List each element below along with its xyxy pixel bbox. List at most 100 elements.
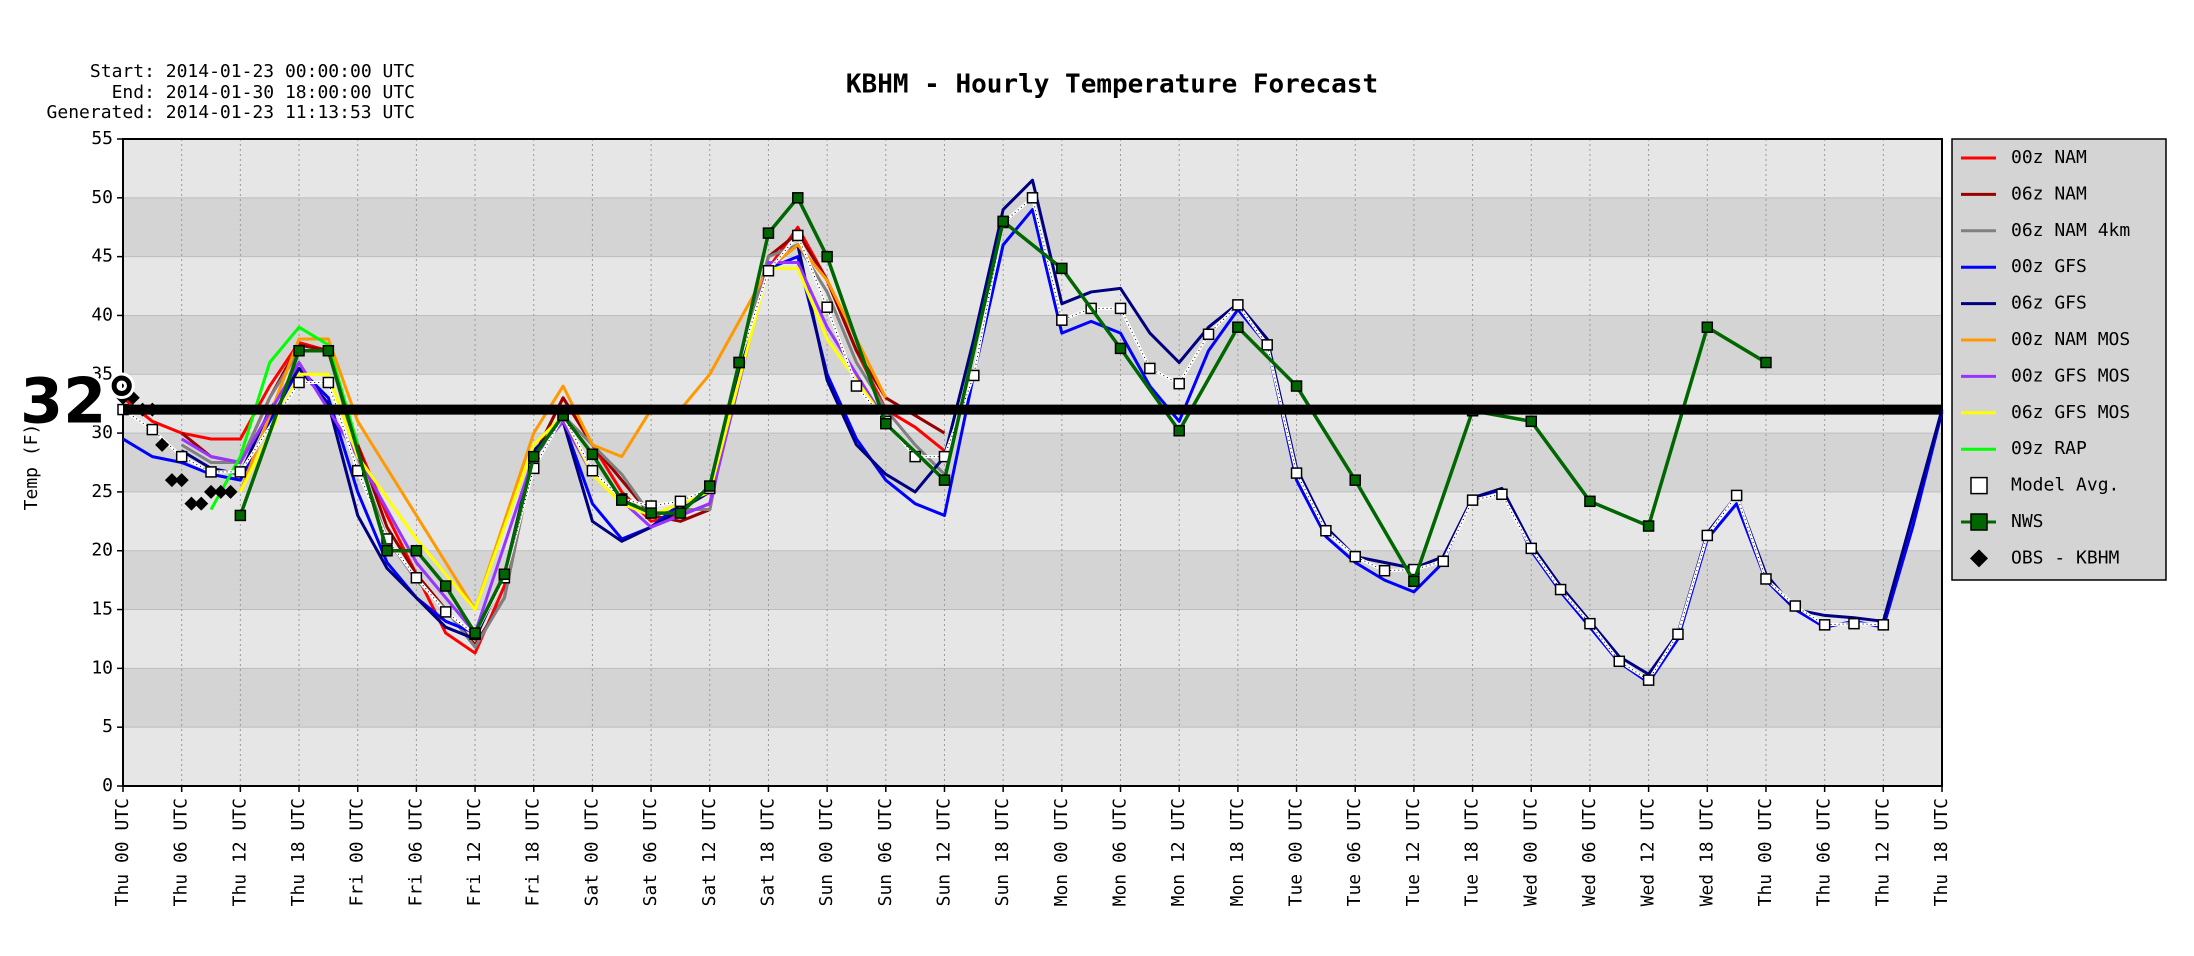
point	[322, 344, 335, 357]
y-tick-label: 40	[91, 304, 113, 325]
x-tick-label: Sat 06 UTC	[640, 798, 661, 906]
x-tick-label: Mon 06 UTC	[1110, 798, 1131, 906]
grid-band	[123, 550, 1942, 610]
point	[997, 215, 1009, 228]
info-line: End: 2014-01-30 18:00:00 UTC	[112, 82, 415, 103]
point	[1760, 573, 1772, 585]
y-tick-label: 10	[91, 657, 113, 678]
point	[1584, 617, 1596, 630]
y-tick-label: 35	[91, 363, 113, 384]
info-line: Start: 2014-01-23 00:00:00 UTC	[90, 61, 415, 82]
point	[194, 496, 209, 511]
legend-label: 00z GFS	[2011, 256, 2087, 277]
y-axis-label: Temp (F)	[21, 424, 42, 511]
point	[1848, 617, 1860, 630]
y-tick-label: 45	[91, 246, 113, 267]
point	[792, 229, 804, 242]
point	[293, 376, 305, 389]
point	[204, 484, 219, 499]
grid-band	[123, 668, 1942, 728]
x-tick-label: Tue 00 UTC	[1286, 798, 1307, 906]
point	[1173, 377, 1185, 390]
point	[1642, 674, 1655, 686]
point	[322, 376, 335, 389]
legend-label: 06z NAM 4km	[2011, 220, 2130, 241]
point	[1378, 564, 1391, 577]
x-tick-label: Tue 18 UTC	[1462, 798, 1483, 906]
x-tick-label: Fri 06 UTC	[405, 798, 426, 906]
plot-frame	[122, 138, 1943, 787]
point	[1290, 380, 1303, 392]
x-tick-label: Wed 18 UTC	[1696, 798, 1717, 906]
point	[1056, 262, 1068, 275]
point	[293, 344, 305, 357]
point	[1496, 488, 1508, 501]
point	[1672, 628, 1684, 640]
x-tick-label: Sun 06 UTC	[875, 798, 896, 906]
point	[821, 250, 833, 263]
point	[586, 448, 599, 461]
point	[174, 473, 189, 488]
point	[1437, 555, 1449, 568]
point	[116, 390, 130, 405]
legend-label: 06z GFS MOS	[2011, 402, 2130, 423]
point	[1554, 583, 1567, 596]
point	[1789, 600, 1802, 612]
point	[155, 437, 170, 452]
point	[125, 390, 140, 405]
legend-swatch	[1970, 513, 1988, 531]
x-tick-label: Sun 00 UTC	[816, 798, 837, 906]
point	[234, 509, 247, 522]
legend-label: 00z NAM	[2011, 147, 2087, 168]
x-tick-label: Wed 00 UTC	[1520, 798, 1541, 906]
x-tick-label: Tue 12 UTC	[1403, 798, 1424, 906]
y-tick-label: 50	[91, 187, 113, 208]
y-tick-label: 5	[102, 716, 113, 737]
point	[146, 423, 159, 436]
point	[410, 544, 423, 557]
legend-label: 00z GFS MOS	[2011, 365, 2130, 386]
point	[1232, 299, 1244, 311]
x-tick-label: Thu 18 UTC	[288, 798, 309, 906]
point	[880, 417, 892, 430]
x-tick-label: Thu 12 UTC	[229, 798, 250, 906]
point	[439, 606, 452, 618]
point	[704, 480, 716, 492]
x-tick-label: Sat 12 UTC	[699, 798, 720, 906]
grid-band	[123, 433, 1942, 492]
point	[1349, 550, 1361, 563]
legend-swatch	[1970, 549, 1988, 568]
point	[1730, 489, 1743, 502]
point	[586, 464, 599, 477]
point	[850, 380, 863, 392]
legend-box	[1951, 138, 2167, 581]
x-tick-label: Mon 18 UTC	[1227, 798, 1248, 906]
legend-label: 09z RAP	[2011, 438, 2087, 459]
point	[164, 473, 179, 488]
point	[410, 572, 423, 584]
x-tick-label: Tue 06 UTC	[1344, 798, 1365, 906]
point	[1701, 529, 1714, 542]
point	[1056, 314, 1068, 326]
x-tick-label: Thu 06 UTC	[1814, 798, 1835, 906]
point	[184, 496, 199, 511]
point	[938, 474, 951, 486]
legend-label: 06z GFS	[2011, 293, 2087, 314]
x-tick-label: Mon 00 UTC	[1051, 798, 1072, 906]
x-tick-label: Thu 18 UTC	[1931, 798, 1952, 906]
series-line-dots	[122, 196, 1884, 681]
x-tick-label: Thu 00 UTC	[1755, 798, 1776, 906]
point	[1144, 362, 1156, 375]
point	[469, 627, 481, 639]
legend-label: 00z NAM MOS	[2011, 329, 2130, 350]
point	[1818, 619, 1831, 631]
point	[616, 494, 628, 506]
freezing-label: 32°	[20, 365, 137, 438]
point	[733, 356, 745, 369]
x-tick-label: Fri 00 UTC	[347, 798, 368, 906]
point	[1408, 575, 1420, 588]
x-tick-label: Wed 06 UTC	[1579, 798, 1600, 906]
point	[821, 301, 833, 313]
